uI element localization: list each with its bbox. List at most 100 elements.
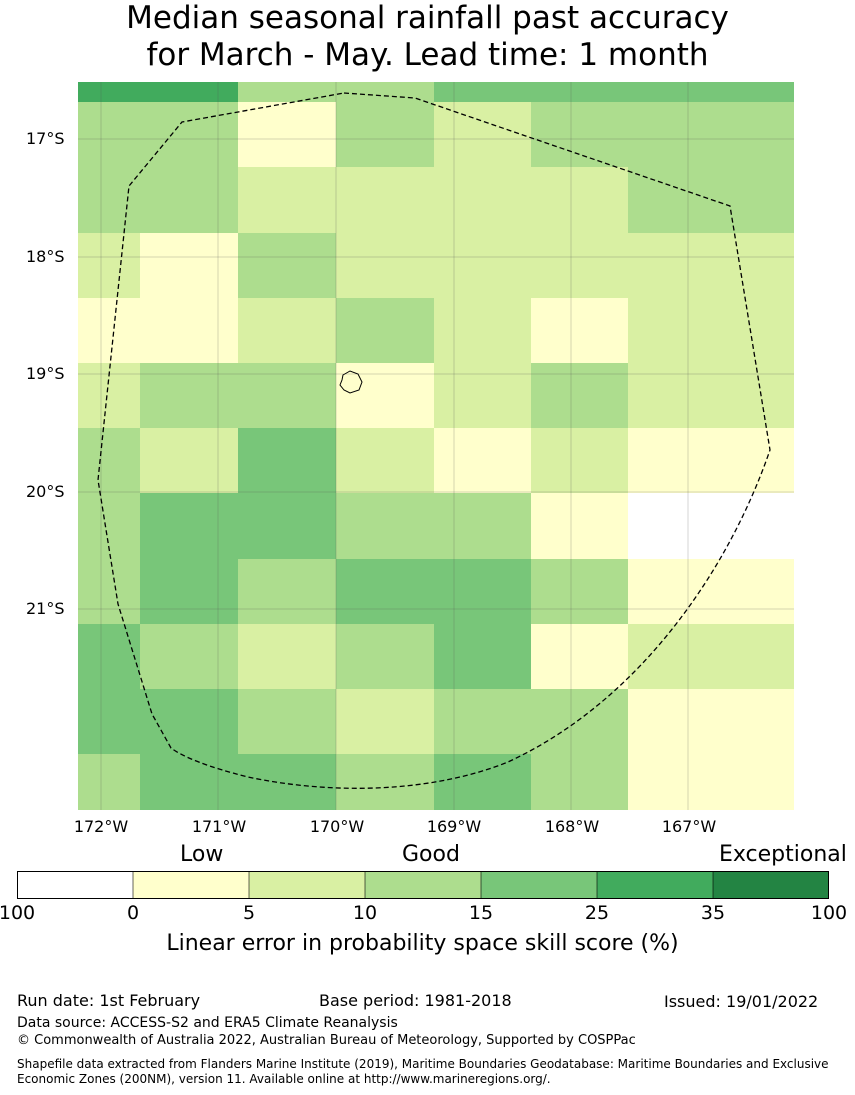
category-good: Good	[402, 842, 460, 867]
colorbar	[17, 871, 829, 899]
grid-cell	[78, 559, 141, 625]
grid-cell	[78, 102, 141, 168]
grid-cell	[238, 298, 337, 364]
map-canvas	[78, 82, 794, 811]
grid-cell	[336, 167, 435, 234]
grid-cell	[727, 493, 794, 560]
grid-cells	[78, 82, 794, 811]
grid-cell	[336, 233, 435, 299]
colorbar-segment	[596, 871, 714, 899]
grid-cell	[531, 82, 629, 103]
shapefile-credit-1: Shapefile data extracted from Flanders M…	[17, 1057, 829, 1071]
colorbar-segment	[480, 871, 598, 899]
colorbar-segment	[364, 871, 482, 899]
grid-cell	[336, 689, 435, 755]
grid-cell	[628, 493, 728, 560]
grid-cell	[531, 624, 629, 690]
lon-label-170w: 170°W	[309, 817, 365, 836]
grid-cell	[434, 493, 532, 560]
lon-label-167w: 167°W	[661, 817, 717, 836]
shapefile-credit-2: Economic Zones (200NM), version 11. Avai…	[17, 1072, 551, 1086]
grid-cell	[531, 754, 629, 811]
grid-cell	[531, 167, 629, 234]
grid-cell	[628, 167, 728, 234]
grid-cell	[336, 624, 435, 690]
grid-cell	[434, 82, 532, 103]
data-source: Data source: ACCESS-S2 and ERA5 Climate …	[17, 1015, 398, 1031]
grid-cell	[140, 102, 239, 168]
colorbar-segment	[248, 871, 366, 899]
eez-boundary	[97, 92, 771, 789]
lon-label-171w: 171°W	[191, 817, 247, 836]
grid-cell	[78, 754, 141, 811]
grid-cell	[727, 689, 794, 755]
colorbar-tick: 25	[584, 902, 610, 924]
graticule	[78, 82, 794, 810]
grid-cell	[140, 233, 239, 299]
colorbar-label: Linear error in probability space skill …	[166, 931, 679, 956]
grid-cell	[140, 298, 239, 364]
grid-cell	[434, 754, 532, 811]
grid-cell	[434, 428, 532, 494]
issued-date: Issued: 19/01/2022	[664, 992, 819, 1011]
colorbar-segment	[712, 871, 829, 899]
grid-cell	[238, 82, 337, 103]
grid-cell	[531, 428, 629, 494]
grid-cell	[140, 82, 239, 103]
grid-cell	[78, 689, 141, 755]
grid-cell	[727, 559, 794, 625]
grid-cell	[628, 428, 728, 494]
grid-cell	[531, 689, 629, 755]
grid-cell	[727, 428, 794, 494]
colorbar-tick: 0	[126, 902, 140, 924]
lon-label-169w: 169°W	[426, 817, 482, 836]
grid-cell	[628, 102, 728, 168]
grid-cell	[434, 689, 532, 755]
grid-cell	[628, 363, 728, 429]
grid-cell	[434, 559, 532, 625]
grid-cell	[336, 428, 435, 494]
lat-label-19s: 19°S	[26, 364, 65, 383]
grid-cell	[238, 233, 337, 299]
grid-cell	[727, 754, 794, 811]
colorbar-tick: 10	[352, 902, 378, 924]
grid-cell	[434, 624, 532, 690]
grid-cell	[78, 167, 141, 234]
grid-cell	[628, 233, 728, 299]
grid-cell	[434, 233, 532, 299]
grid-cell	[434, 102, 532, 168]
category-exceptional: Exceptional	[719, 842, 847, 867]
grid-cell	[78, 624, 141, 690]
grid-cell	[78, 82, 141, 103]
grid-cell	[140, 624, 239, 690]
grid-cell	[628, 559, 728, 625]
grid-cell	[336, 559, 435, 625]
grid-cell	[434, 298, 532, 364]
colorbar-segment	[17, 871, 134, 899]
grid-cell	[727, 298, 794, 364]
grid-cell	[238, 428, 337, 494]
grid-cell	[140, 167, 239, 234]
colorbar-tick: 15	[468, 902, 494, 924]
skill-map	[78, 82, 794, 811]
grid-cell	[628, 689, 728, 755]
grid-cell	[434, 363, 532, 429]
grid-cell	[531, 298, 629, 364]
colorbar-tick: 100	[0, 902, 36, 924]
grid-cell	[140, 559, 239, 625]
colorbar-tick: 5	[242, 902, 256, 924]
colorbar-segments	[17, 871, 829, 899]
grid-cell	[727, 167, 794, 234]
colorbar-tick: 35	[700, 902, 726, 924]
grid-cell	[140, 493, 239, 560]
grid-cell	[336, 102, 435, 168]
lat-label-17s: 17°S	[26, 129, 65, 148]
grid-cell	[238, 559, 337, 625]
base-period: Base period: 1981-2018	[319, 991, 512, 1010]
colorbar-segment	[132, 871, 250, 899]
grid-cell	[238, 689, 337, 755]
grid-cell	[531, 559, 629, 625]
grid-cell	[238, 493, 337, 560]
grid-cell	[727, 102, 794, 168]
grid-cell	[628, 82, 728, 103]
